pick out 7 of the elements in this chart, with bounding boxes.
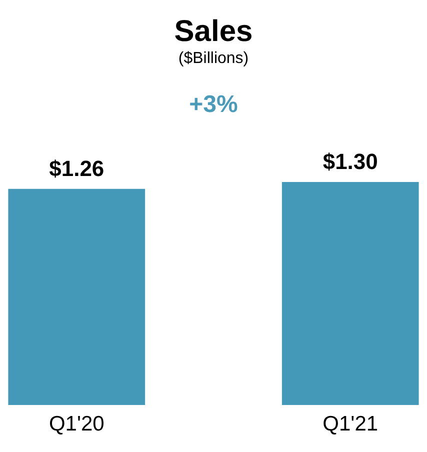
text: +3% xyxy=(189,91,238,118)
x-tick-label: Q1'21 xyxy=(322,412,378,436)
data-label: $1.26 xyxy=(49,156,104,181)
chart-subtitle: ($Billions) xyxy=(178,50,249,67)
chart-title: Sales xyxy=(174,15,253,48)
data-label: $1.30 xyxy=(322,149,378,174)
x-tick-label: Q1'20 xyxy=(48,412,104,436)
